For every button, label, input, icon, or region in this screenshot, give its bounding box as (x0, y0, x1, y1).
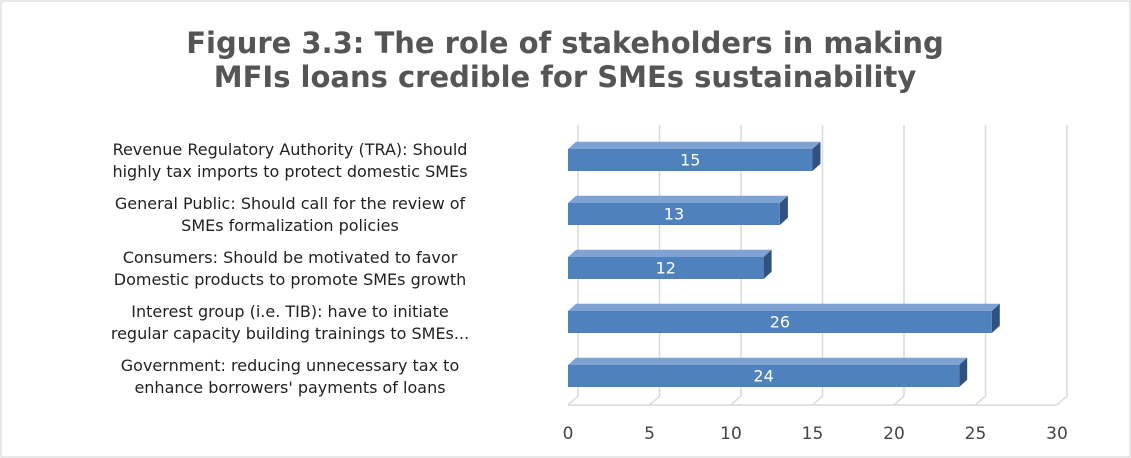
bar-top (568, 195, 788, 203)
x-tick-label: 30 (1046, 424, 1068, 444)
bar (568, 365, 960, 387)
y-tick-label: General Public: Should call for the revi… (115, 194, 466, 235)
bar-side (991, 303, 1000, 333)
bar-top (568, 357, 968, 365)
bar-top (568, 141, 821, 149)
bar (568, 257, 764, 279)
bar-top (568, 303, 1000, 311)
y-tick-label: Revenue Regulatory Authority (TRA): Shou… (112, 140, 467, 181)
x-tick-label: 10 (720, 424, 742, 444)
chart-title: Figure 3.3: The role of stakeholders in … (186, 26, 944, 94)
y-tick-label: Interest group (i.e. TIB): have to initi… (111, 302, 469, 343)
data-label: 24 (753, 367, 773, 386)
data-label: 12 (656, 259, 676, 278)
grid-line (1056, 125, 1068, 406)
x-tick-label: 15 (802, 424, 824, 444)
bar (568, 203, 780, 225)
grid-line (974, 125, 987, 406)
bar-side (763, 249, 772, 279)
x-tick-label: 5 (644, 424, 655, 444)
bar-side (812, 141, 821, 171)
x-tick-label: 0 (563, 424, 574, 444)
x-tick-label: 20 (883, 424, 905, 444)
bar (568, 311, 992, 333)
data-label: 15 (680, 151, 700, 170)
grid-line (811, 125, 824, 406)
data-label: 26 (770, 313, 790, 332)
data-label: 13 (664, 205, 684, 224)
bar-side (779, 195, 788, 225)
bar (568, 149, 813, 171)
y-tick-label: Consumers: Should be motivated to favor D… (114, 248, 467, 289)
bar-top (568, 249, 772, 257)
x-tick-label: 25 (965, 424, 987, 444)
bar-side (959, 357, 968, 387)
grid-line (893, 125, 905, 406)
y-tick-label: Government: reducing unnecessary tax to e… (121, 356, 459, 397)
